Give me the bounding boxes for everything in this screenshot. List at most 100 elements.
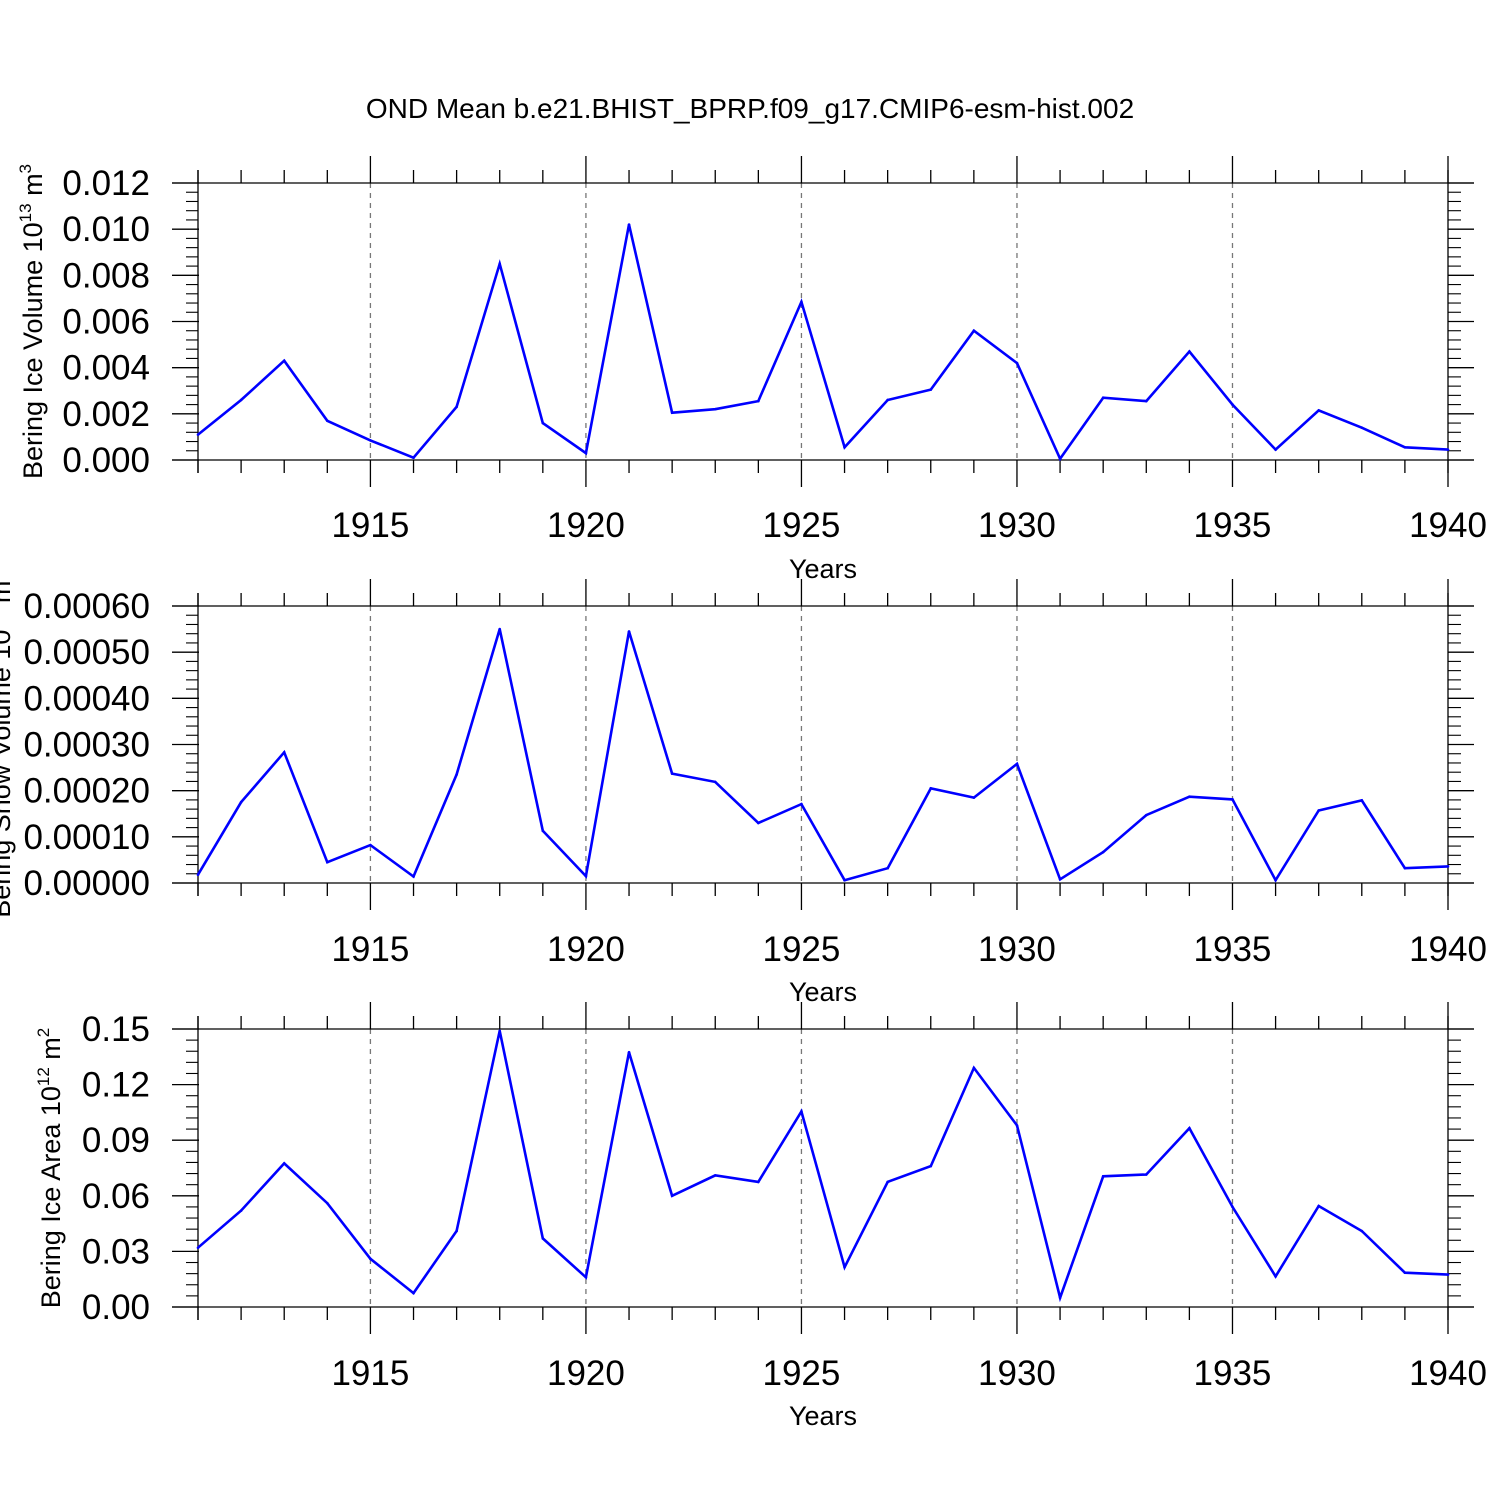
data-point — [1360, 1229, 1364, 1233]
data-point — [800, 1110, 803, 1113]
y-axis-title: Bering Ice Volume 1013 m3 — [16, 164, 48, 479]
data-point — [1231, 1205, 1234, 1209]
data-point — [1058, 878, 1062, 881]
data-point — [929, 787, 933, 790]
data-point — [326, 1201, 329, 1205]
y-tick-label: 0.010 — [62, 210, 150, 249]
data-point — [886, 398, 889, 402]
data-point — [1188, 1126, 1191, 1130]
data-point — [1403, 1271, 1407, 1275]
x-tick-label: 1930 — [978, 1354, 1056, 1393]
panel-ice-area: 1915 1920 1925 1930 1935 1940 Years 0.00 0.03 0.0… — [34, 1002, 1487, 1431]
data-point — [1403, 446, 1407, 449]
data-point — [239, 398, 243, 402]
data-point — [1058, 1296, 1062, 1300]
data-point — [1317, 1204, 1320, 1208]
data-point — [1188, 795, 1191, 798]
data-point — [713, 780, 717, 784]
y-tick-label: 0.15 — [82, 1010, 150, 1049]
data-point — [498, 1029, 502, 1033]
data-point — [455, 1229, 458, 1233]
data-point — [1360, 799, 1364, 802]
data-point — [326, 860, 329, 864]
series-line — [197, 224, 1449, 462]
x-axis-title: Years — [789, 1401, 857, 1431]
data-point — [886, 866, 889, 870]
y-tick-label: 0.012 — [62, 164, 150, 203]
data-point — [369, 1257, 372, 1261]
x-tick-label: 1925 — [763, 930, 841, 969]
data-point — [670, 411, 674, 414]
data-point — [843, 446, 846, 449]
data-point — [412, 875, 415, 878]
data-point — [972, 796, 976, 799]
data-point — [757, 821, 760, 825]
x-tick-label: 1940 — [1409, 506, 1487, 545]
data-point — [412, 1291, 415, 1295]
data-point — [455, 405, 458, 409]
data-point — [1231, 798, 1234, 801]
y-tick-label: 0.00060 — [23, 587, 150, 626]
data-point — [627, 630, 631, 633]
data-point — [670, 772, 674, 775]
data-point — [1188, 350, 1191, 353]
x-tick-label: 1925 — [763, 1354, 841, 1393]
y-tick-label: 0.002 — [62, 395, 150, 434]
y-tick-label: 0.008 — [62, 256, 150, 295]
y-tick-label: 0.09 — [82, 1121, 150, 1160]
data-point — [541, 421, 545, 425]
panels-container: 1915 1920 1925 1930 1935 1940 Years 0.000 0.002 0… — [0, 156, 1487, 1431]
data-point — [196, 1246, 200, 1249]
series-line — [196, 628, 1449, 883]
y-tick-label: 0.12 — [82, 1066, 150, 1105]
x-tick-label: 1935 — [1194, 1354, 1272, 1393]
data-point — [627, 1050, 631, 1054]
data-point — [1144, 399, 1148, 403]
data-point — [498, 627, 502, 631]
y-tick-label: 0.00010 — [23, 818, 150, 857]
y-tick-label: 0.000 — [62, 441, 150, 480]
data-point — [1144, 1173, 1148, 1176]
y-axis-title: Bering Ice Area 1012 m2 — [34, 1028, 66, 1309]
y-tick-label: 0.00030 — [23, 726, 150, 765]
data-point — [1274, 1275, 1277, 1278]
panel-ice-volume: 1915 1920 1925 1930 1935 1940 Years 0.000 0.002 0… — [16, 156, 1487, 584]
data-point — [1274, 448, 1277, 451]
x-tick-label: 1915 — [331, 506, 409, 545]
data-point — [800, 802, 803, 806]
data-point — [757, 1180, 760, 1184]
data-point — [1101, 1175, 1105, 1178]
data-point — [1446, 448, 1450, 451]
data-point — [584, 1276, 588, 1279]
y-tick-label: 0.00040 — [23, 679, 150, 718]
chart-title: OND Mean b.e21.BHIST_BPRP.f09_g17.CMIP6-… — [366, 93, 1134, 124]
y-tick-label: 0.00000 — [23, 864, 150, 903]
x-tick-label: 1920 — [547, 506, 625, 545]
data-point — [412, 456, 415, 459]
data-point — [282, 751, 286, 754]
data-point — [1446, 1273, 1450, 1276]
data-point — [239, 800, 243, 804]
panel-snow-volume: 1915 1920 1925 1930 1935 1940 Years 0.00000 0.00… — [0, 571, 1487, 1007]
data-point — [627, 223, 631, 226]
y-tick-label: 0.00 — [82, 1288, 150, 1327]
data-point — [713, 407, 717, 411]
x-tick-label: 1940 — [1409, 1354, 1487, 1393]
data-point — [1360, 426, 1364, 429]
x-tick-label: 1915 — [331, 1354, 409, 1393]
data-point — [670, 1194, 674, 1198]
data-point — [1101, 396, 1105, 399]
data-point — [843, 1265, 846, 1269]
data-point — [757, 399, 760, 403]
data-point — [1274, 878, 1277, 882]
data-point — [1231, 403, 1234, 406]
data-point — [972, 1066, 976, 1070]
x-tick-label: 1935 — [1194, 930, 1272, 969]
data-point — [972, 329, 976, 333]
data-point — [369, 439, 372, 442]
x-tick-label: 1920 — [547, 1354, 625, 1393]
x-tick-label: 1935 — [1194, 506, 1272, 545]
data-point — [282, 359, 286, 363]
series-line — [197, 1030, 1449, 1303]
data-point — [1015, 762, 1019, 766]
